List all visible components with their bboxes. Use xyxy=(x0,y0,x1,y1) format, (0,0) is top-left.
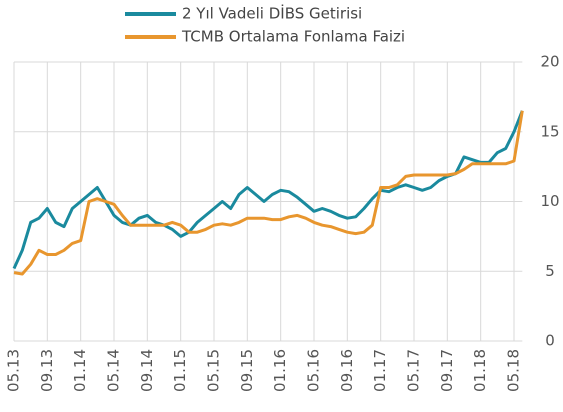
y-tick-label: 20 xyxy=(540,53,559,71)
x-tick-label: 01.14 xyxy=(71,349,89,392)
x-tick-label: 09.16 xyxy=(338,349,356,392)
x-tick-label: 05.13 xyxy=(5,349,23,392)
x-tick-label: 05.17 xyxy=(405,349,423,392)
x-tick-label: 09.14 xyxy=(138,349,156,392)
y-tick-label: 15 xyxy=(540,122,559,140)
y-tick-label: 0 xyxy=(545,332,555,350)
y-tick-label: 10 xyxy=(540,192,559,210)
line-series xyxy=(13,110,524,276)
x-tick-label: 01.17 xyxy=(371,349,389,392)
legend-label: 2 Yıl Vadeli DİBS Getirisi xyxy=(182,4,362,23)
x-tick-label: 05.15 xyxy=(205,349,223,392)
x-tick-label: 09.13 xyxy=(38,349,56,392)
legend-label: TCMB Ortalama Fonlama Faizi xyxy=(181,28,405,46)
x-tick-label: 01.16 xyxy=(271,349,289,392)
x-tick-label: 05.18 xyxy=(505,349,523,392)
x-tick-label: 09.15 xyxy=(238,349,256,392)
y-tick-label: 5 xyxy=(545,262,555,280)
line-series xyxy=(12,110,524,270)
x-tick-label: 01.15 xyxy=(171,349,189,392)
x-tick-label: 05.14 xyxy=(105,349,123,392)
x-tick-label: 01.18 xyxy=(471,349,489,392)
x-tick-label: 09.17 xyxy=(438,349,456,392)
x-tick-label: 05.16 xyxy=(305,349,323,392)
